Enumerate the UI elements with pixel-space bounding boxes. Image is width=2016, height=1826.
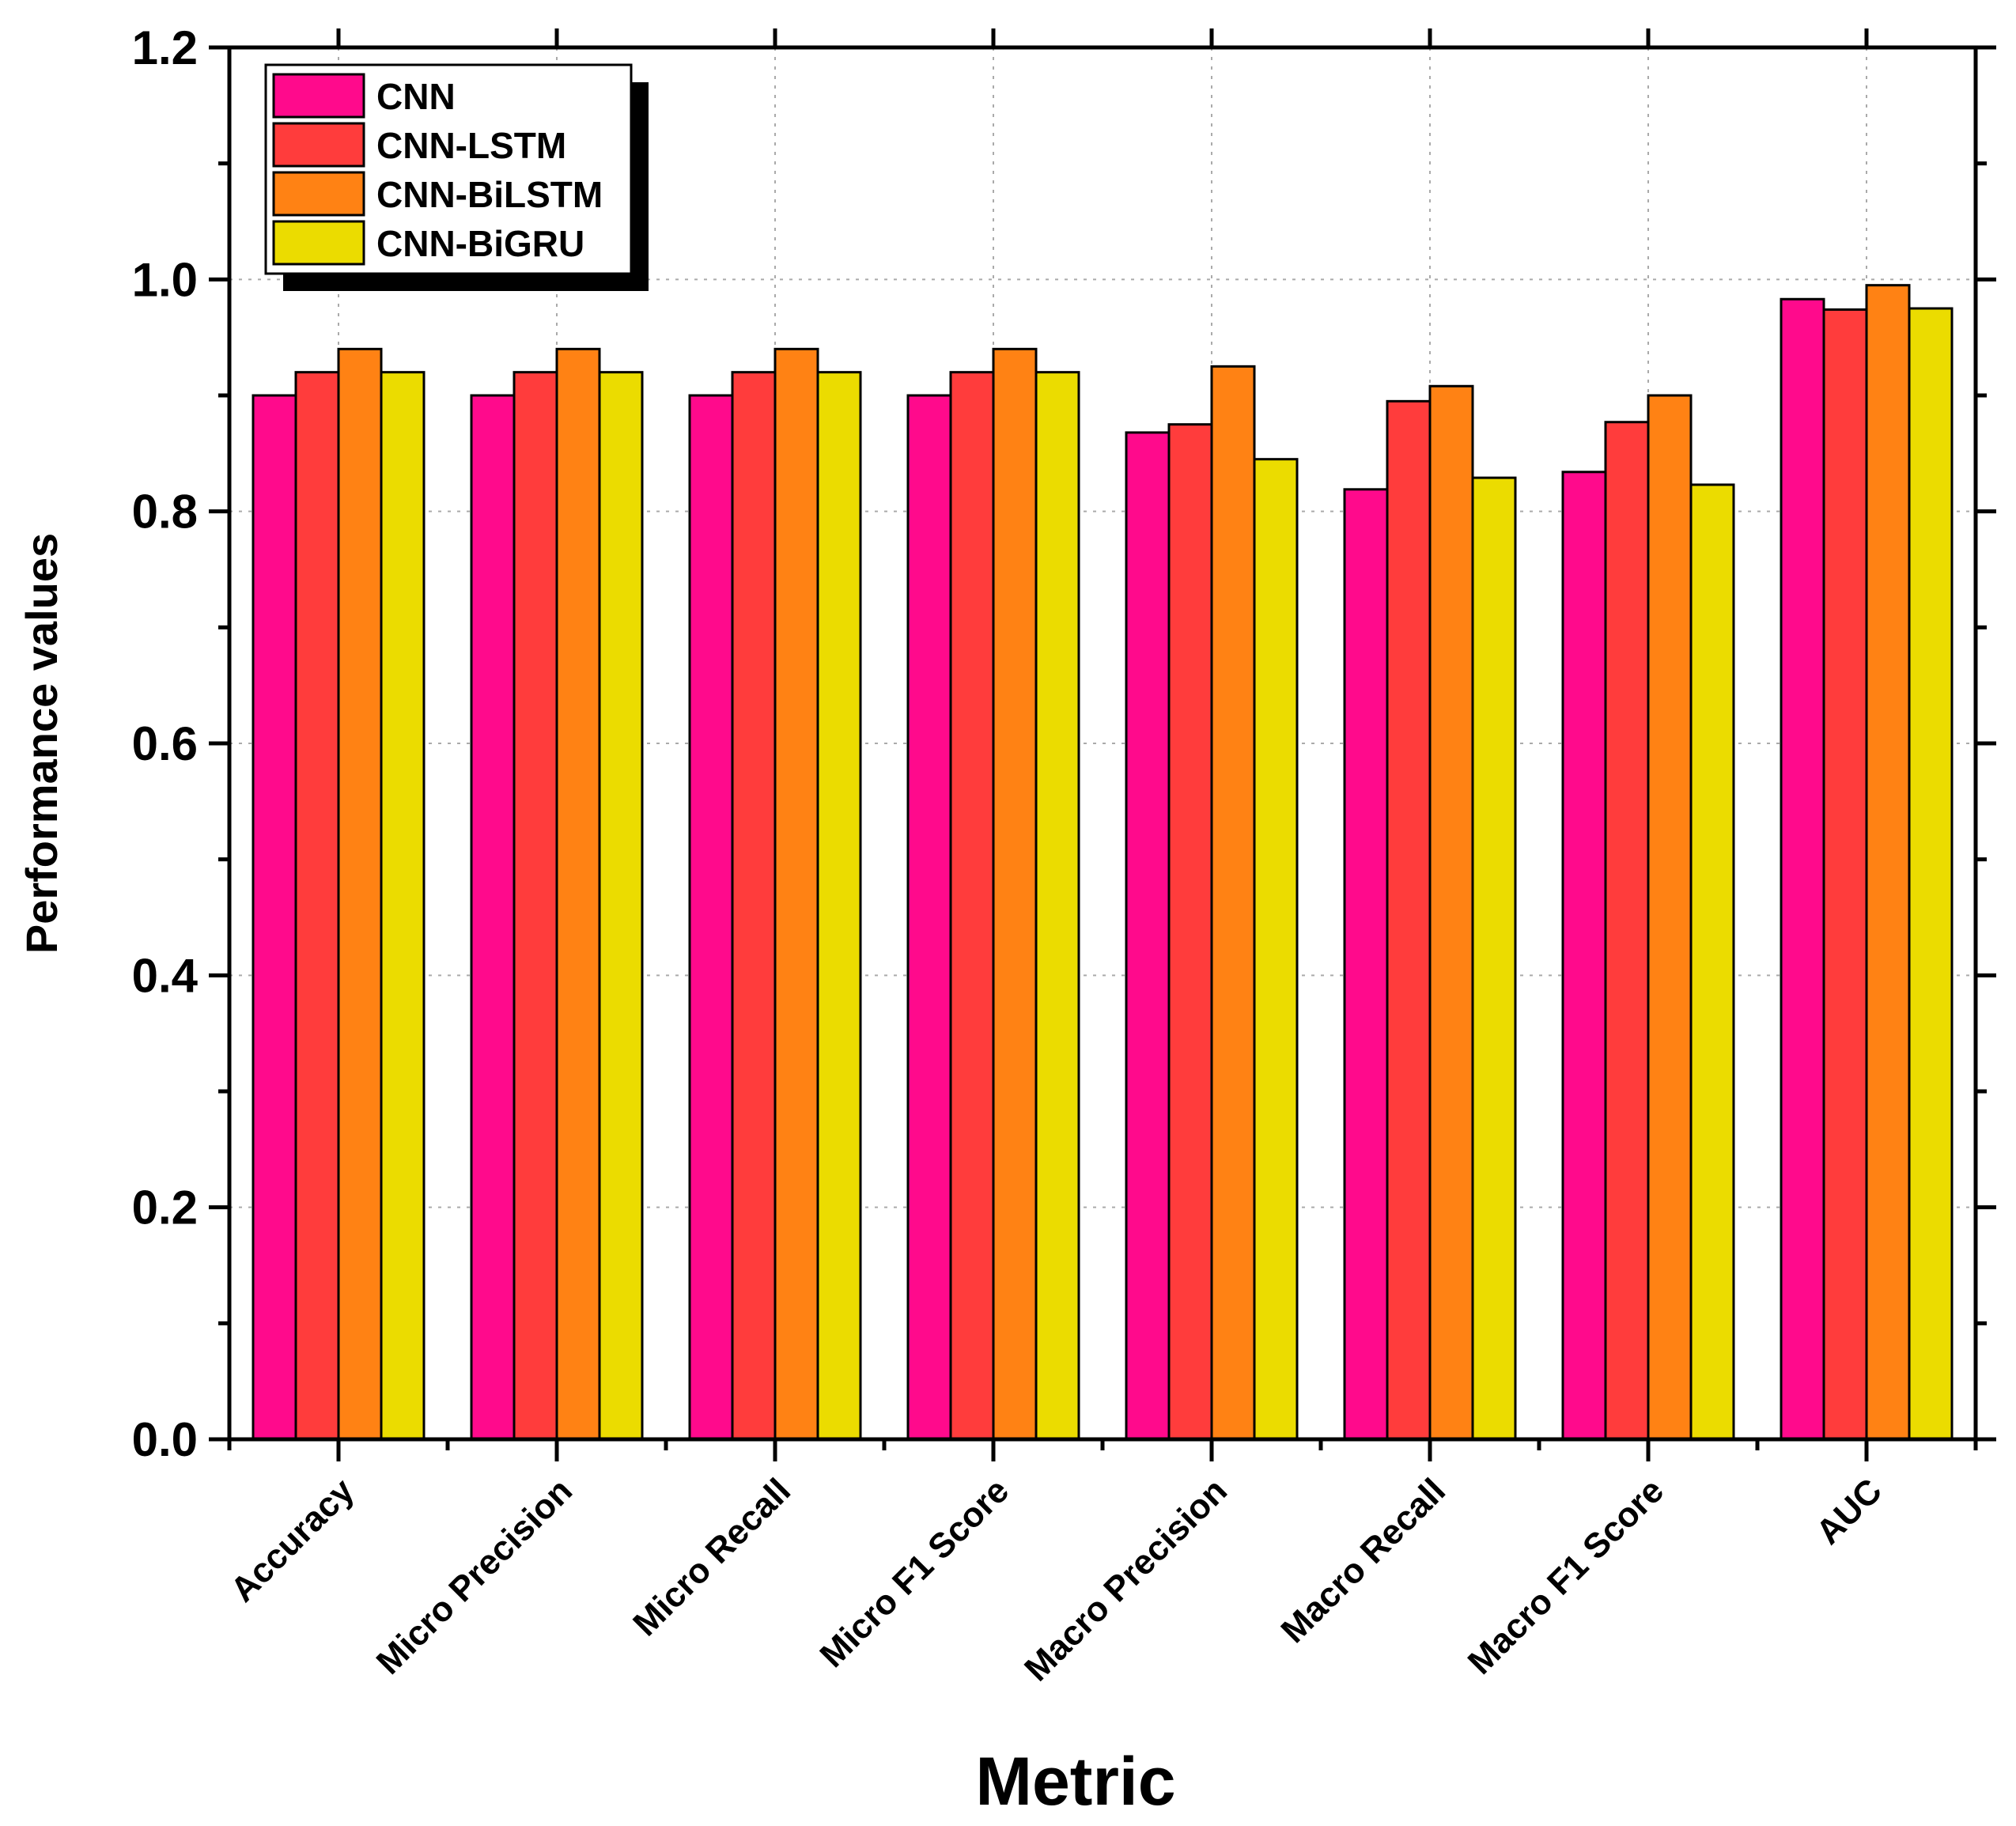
y-axis-title: Performance values: [17, 533, 66, 954]
x-tick-label: Macro Precision: [1017, 1471, 1235, 1688]
bar-cnn-lstm-1: [513, 371, 558, 1441]
legend-swatch-cnn-lstm: [272, 122, 365, 168]
x-tick-label: Micro F1 Score: [812, 1471, 1016, 1675]
bar-cnn-5: [1343, 488, 1389, 1441]
bar-cnn-bigru-3: [1034, 371, 1080, 1441]
bars: [252, 284, 1954, 1441]
axis-ticks: [209, 28, 1996, 1461]
legend-swatch-cnn-bigru: [272, 220, 365, 266]
x-axis-title: Metric: [975, 1744, 1175, 1820]
y-tick-label: 0.4: [132, 949, 199, 1002]
legend: CNN CNN-LSTM CNN-BiLSTM CNN-BiGRU: [264, 63, 649, 291]
bar-cnn-bigru-2: [816, 371, 862, 1441]
x-tick-label: AUC: [1809, 1471, 1889, 1552]
bar-cnn-1: [470, 394, 516, 1441]
legend-label-cnn-lstm: CNN-LSTM: [376, 125, 566, 166]
bar-cnn-bilstm-4: [1210, 365, 1256, 1441]
bar-cnn-bigru-6: [1689, 483, 1735, 1441]
bar-cnn-bilstm-3: [992, 347, 1038, 1441]
x-tick-label: Macro Recall: [1273, 1471, 1453, 1650]
y-tick-label: 1.0: [132, 253, 198, 306]
bar-cnn-bigru-0: [380, 371, 426, 1441]
bar-cnn-2: [688, 394, 734, 1441]
bar-cnn-bilstm-7: [1865, 284, 1911, 1441]
bar-cnn-4: [1125, 431, 1171, 1441]
x-tick-label: Micro Precision: [369, 1471, 580, 1681]
bar-cnn-bigru-5: [1471, 476, 1517, 1441]
bar-cnn-bilstm-6: [1647, 394, 1693, 1441]
bar-cnn-lstm-7: [1822, 308, 1868, 1441]
bar-cnn-bilstm-0: [337, 347, 383, 1441]
bar-cnn-lstm-4: [1167, 423, 1213, 1441]
y-tick-label: 0.2: [132, 1181, 198, 1234]
legend-swatch-cnn: [272, 73, 365, 119]
x-tick-label: Micro Recall: [626, 1471, 798, 1643]
bar-cnn-7: [1780, 297, 1825, 1441]
y-tick-label: 1.2: [132, 21, 198, 74]
legend-label-cnn: CNN: [376, 76, 456, 117]
legend-label-cnn-bigru: CNN-BiGRU: [376, 223, 584, 264]
bar-cnn-lstm-5: [1386, 399, 1432, 1441]
bar-cnn-bilstm-1: [555, 347, 601, 1441]
bar-cnn-3: [906, 394, 952, 1441]
x-tick-label: Macro F1 Score: [1461, 1471, 1671, 1681]
bar-cnn-bilstm-2: [773, 347, 819, 1441]
bar-cnn-bigru-7: [1908, 307, 1954, 1441]
y-tick-label: 0.6: [132, 717, 198, 770]
legend-label-cnn-bilstm: CNN-BiLSTM: [376, 174, 603, 215]
bar-cnn-lstm-6: [1604, 421, 1650, 1441]
bar-cnn-bilstm-5: [1428, 384, 1474, 1441]
y-tick-label: 0.0: [132, 1413, 198, 1466]
bar-cnn-lstm-2: [731, 371, 777, 1441]
bar-cnn-lstm-0: [294, 371, 340, 1441]
bar-cnn-0: [252, 394, 297, 1441]
bar-cnn-lstm-3: [949, 371, 995, 1441]
bar-cnn-bigru-1: [598, 371, 644, 1441]
x-tick-label: Accuracy: [223, 1471, 361, 1609]
legend-swatch-cnn-bilstm: [272, 171, 365, 217]
y-tick-label: 0.8: [132, 486, 198, 539]
bar-cnn-bigru-4: [1253, 458, 1299, 1441]
bar-cnn-6: [1561, 471, 1607, 1441]
